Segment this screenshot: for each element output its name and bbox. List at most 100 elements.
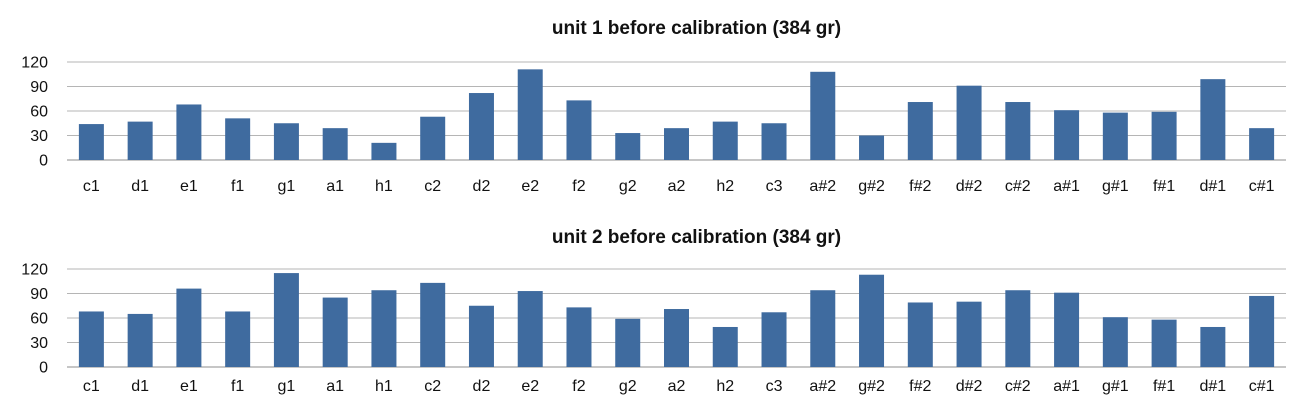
bar-c1 [78,311,104,367]
bar-c#2 [1005,102,1031,160]
bar-d2 [468,93,494,160]
x-tick-label: a#2 [809,178,836,195]
x-tick-label: c#2 [1005,378,1031,395]
y-tick-label: 30 [30,335,48,352]
x-tick-label: c1 [83,178,100,195]
y-tick-label: 90 [30,79,48,96]
x-tick-label: e1 [180,178,198,195]
x-tick-label: f1 [231,178,244,195]
bar-a2 [664,128,689,160]
chart-2: unit 2 before calibration (384 gr) 0 30 60 9… [21,227,1286,395]
x-tick-label: e2 [521,378,539,395]
x-tick-label: d1 [131,378,149,395]
bar-d#1 [1200,79,1226,160]
x-tick-label: d1 [131,178,149,195]
bar-e1 [176,104,202,160]
y-tick-label: 60 [30,104,48,121]
bar-c1 [78,124,104,160]
bar-d1 [127,313,153,367]
chart-title: unit 2 before calibration (384 gr) [552,227,841,248]
bar-d#2 [956,85,982,160]
bar-a#1 [1054,292,1080,367]
x-tick-label: a1 [326,178,344,195]
bar-f#1 [1151,319,1177,367]
bar-h1 [371,142,397,160]
bar-d1 [127,121,153,160]
y-tick-label: 60 [30,311,48,328]
bar-e2 [517,291,543,367]
chart-title: unit 1 before calibration (384 gr) [552,18,841,39]
x-tick-label: h2 [716,178,734,195]
bar-d#2 [956,301,982,367]
x-tick-label: d#2 [956,378,983,395]
x-tick-label: f#1 [1153,178,1175,195]
bar-f#2 [907,302,933,367]
x-tick-label: a2 [668,178,686,195]
x-tick-label: c#2 [1005,178,1031,195]
bar-e1 [176,288,202,367]
x-tick-label: g#1 [1102,378,1129,395]
x-tick-label: a1 [326,378,344,395]
x-tick-label: g#2 [858,178,885,195]
x-tick-label: a2 [668,378,686,395]
x-tick-label: e2 [521,178,539,195]
x-tick-label: e1 [180,378,198,395]
x-tick-label: h1 [375,378,393,395]
bar-g2 [615,318,641,367]
x-tick-label: d2 [473,178,491,195]
bar-h2 [712,326,738,367]
y-tick-label: 120 [21,262,48,279]
x-tick-label: d2 [473,378,491,395]
x-tick-label: f1 [231,378,244,395]
x-tick-label: c1 [83,378,100,395]
x-tick-label: g2 [619,178,637,195]
x-tick-label: c#1 [1249,178,1275,195]
bar-c2 [420,282,446,367]
bar-f1 [225,118,251,160]
bar-g2 [615,133,641,160]
x-tick-label: h2 [716,378,734,395]
bar-f2 [566,307,592,367]
x-tick-label: d#2 [956,178,983,195]
bar-h2 [712,121,738,160]
bar-c2 [420,116,446,160]
x-tick-label: d#1 [1200,378,1227,395]
chart-1: unit 1 before calibration (384 gr) 0 30 60 9… [21,18,1286,195]
y-tick-label: 0 [39,153,48,170]
bar-f1 [225,311,251,367]
bar-g#1 [1102,317,1128,367]
bar-g1 [273,273,299,367]
x-tick-label: g2 [619,378,637,395]
bar-h1 [371,290,397,367]
x-tick-label: d#1 [1200,178,1227,195]
x-tick-label: a#2 [809,378,836,395]
bar-c#2 [1005,290,1031,367]
bar-a1 [322,128,348,160]
x-tick-label: g1 [278,378,296,395]
bar-g#1 [1102,112,1128,160]
bar-a#2 [810,71,836,160]
x-tick-label: c3 [766,378,783,395]
bar-g#2 [859,274,885,367]
bar-e2 [517,69,543,160]
x-tick-label: f#2 [909,178,931,195]
bar-f2 [566,100,592,160]
y-tick-label: 0 [39,360,48,377]
bar-a#1 [1054,110,1080,160]
bar-a#2 [810,290,836,367]
x-tick-label: f#2 [909,378,931,395]
x-tick-label: a#1 [1053,378,1080,395]
bar-a2 [664,309,689,367]
x-tick-label: f2 [572,178,585,195]
x-tick-label: h1 [375,178,393,195]
x-tick-label: c#1 [1249,378,1275,395]
x-tick-label: a#1 [1053,178,1080,195]
y-tick-label: 90 [30,286,48,303]
x-tick-label: g#2 [858,378,885,395]
x-tick-label: f#1 [1153,378,1175,395]
bar-f#2 [907,102,933,160]
bar-a1 [322,297,348,367]
y-tick-label: 30 [30,128,48,145]
bar-d#1 [1200,326,1226,367]
